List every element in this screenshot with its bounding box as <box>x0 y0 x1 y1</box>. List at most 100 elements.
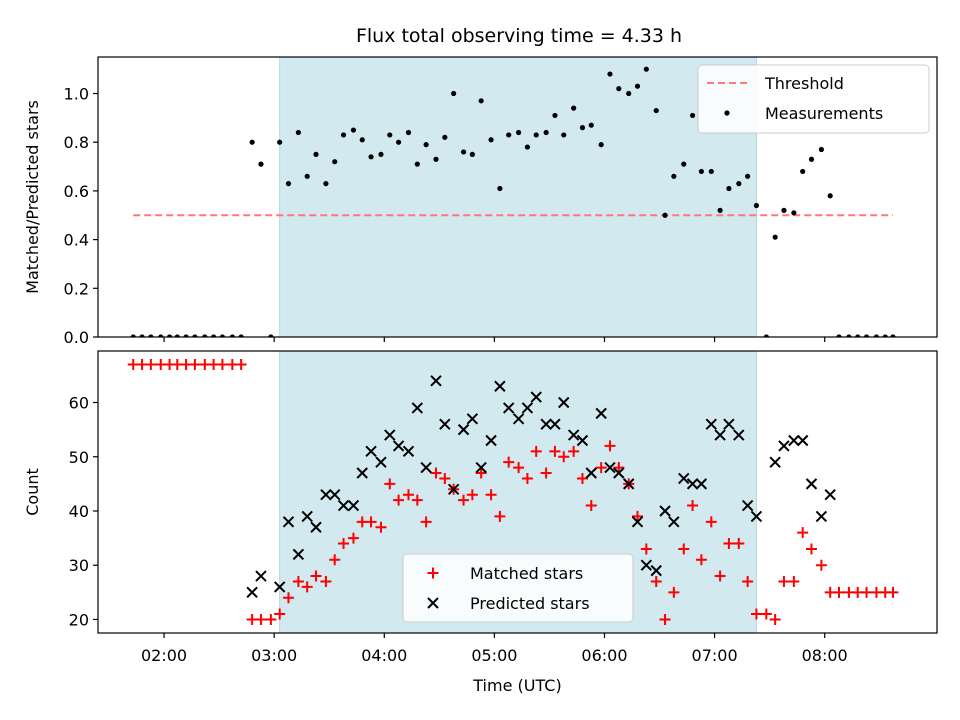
predicted-star-point <box>733 429 745 441</box>
matched-star-point <box>430 467 442 479</box>
y-tick-label: 0.0 <box>64 328 89 347</box>
matched-star-point <box>365 516 377 528</box>
matched-star-point <box>678 543 690 555</box>
legend-measurement-swatch <box>724 110 730 116</box>
matched-star-point <box>750 608 762 620</box>
measurement-point <box>285 181 292 187</box>
predicted-star-point <box>356 467 368 479</box>
measurement-point <box>626 90 632 97</box>
y-tick-label: 0.8 <box>64 133 89 152</box>
measurement-point <box>166 334 173 337</box>
legend-box <box>697 64 930 134</box>
measurement-point <box>561 132 567 138</box>
plot-area <box>130 66 896 337</box>
measurement-point <box>359 137 365 143</box>
y-tick-label: 50 <box>69 448 89 467</box>
predicted-star-point <box>301 510 313 523</box>
matched-star-point <box>797 527 809 539</box>
measurement-point <box>277 139 283 145</box>
matched-star-point <box>458 494 470 506</box>
matched-star-point <box>420 516 432 528</box>
measurement-point <box>268 334 274 337</box>
measurement-point <box>736 181 742 187</box>
matched-star-point <box>393 494 405 506</box>
predicted-star-point <box>788 434 800 447</box>
predicted-star-point <box>540 418 552 430</box>
measurement-point <box>332 159 338 165</box>
matched-star-point <box>549 445 561 457</box>
predicted-star-point <box>567 429 580 441</box>
predicted-star-point <box>466 413 479 425</box>
matched-star-point <box>338 538 350 550</box>
measurement-point <box>395 139 402 145</box>
measurement-point <box>689 112 696 119</box>
measurement-point <box>368 154 374 160</box>
predicted-star-point <box>512 413 525 425</box>
matched-star-point <box>494 510 506 522</box>
measurement-point <box>423 142 429 148</box>
measurement-point <box>258 161 264 167</box>
measurement-point <box>451 90 457 97</box>
matched-star-point <box>613 462 625 474</box>
matched-star-point <box>347 532 359 544</box>
matched-star-point <box>274 608 286 620</box>
matched-star-point <box>402 489 414 501</box>
predicted-star-point <box>530 391 542 403</box>
predicted-star-point <box>392 440 405 452</box>
predicted-star-point <box>613 467 625 479</box>
measurement-point <box>607 71 613 77</box>
measurement-point <box>634 83 641 89</box>
x-tick-label: 04:00 <box>361 646 407 665</box>
matched-star-point <box>145 359 157 371</box>
measurement-point <box>405 129 412 136</box>
matched-star-point <box>475 467 487 479</box>
y-tick-label: 1.0 <box>64 85 89 104</box>
measurement-point <box>846 334 852 337</box>
predicted-star-point <box>447 483 460 495</box>
matched-star-point <box>805 543 817 555</box>
measurement-point <box>387 132 393 138</box>
x-tick-label: 08:00 <box>802 646 848 665</box>
predicted-star-point <box>741 499 754 512</box>
matched-star-point <box>375 521 387 533</box>
y-tick-label: 0.2 <box>64 279 89 298</box>
x-tick-label: 02:00 <box>141 646 187 665</box>
measurement-point <box>588 122 594 128</box>
matched-star-point <box>815 559 827 571</box>
observing-span-shade <box>279 56 757 338</box>
predicted-star-point <box>475 461 487 474</box>
matched-star-point <box>833 586 845 598</box>
predicted-star-point <box>714 429 726 441</box>
measurement-point <box>671 173 677 179</box>
predicted-star-point <box>769 456 781 468</box>
measurement-point <box>836 334 842 337</box>
measurement-point <box>202 334 208 337</box>
predicted-star-point <box>329 489 341 501</box>
predicted-star-point <box>337 499 350 512</box>
matched-star-point <box>466 489 478 501</box>
measurement-point <box>192 334 198 337</box>
predicted-star-point <box>457 423 470 436</box>
measurement-point <box>442 134 448 140</box>
measurement-point <box>313 151 319 157</box>
predicted-star-point <box>805 478 818 490</box>
matched-star-point <box>189 359 201 371</box>
matched-star-point <box>216 359 228 371</box>
matched-star-point <box>733 538 745 550</box>
predicted-star-point <box>402 445 415 458</box>
predicted-star-point <box>282 516 295 528</box>
measurement-point <box>158 334 164 337</box>
measurement-point <box>183 334 189 337</box>
predicted-star-point <box>778 440 790 452</box>
matched-star-point <box>687 500 699 512</box>
predicted-star-point <box>558 396 570 409</box>
measurement-point <box>516 129 522 136</box>
measurement-point <box>238 334 244 337</box>
y-tick-label: 0.6 <box>64 182 89 201</box>
measurement-point <box>323 181 329 187</box>
y-tick-label: 40 <box>69 502 89 521</box>
legend-predicted-swatch <box>427 597 439 609</box>
measurement-point <box>340 132 347 138</box>
y-tick-label: 60 <box>69 394 89 413</box>
